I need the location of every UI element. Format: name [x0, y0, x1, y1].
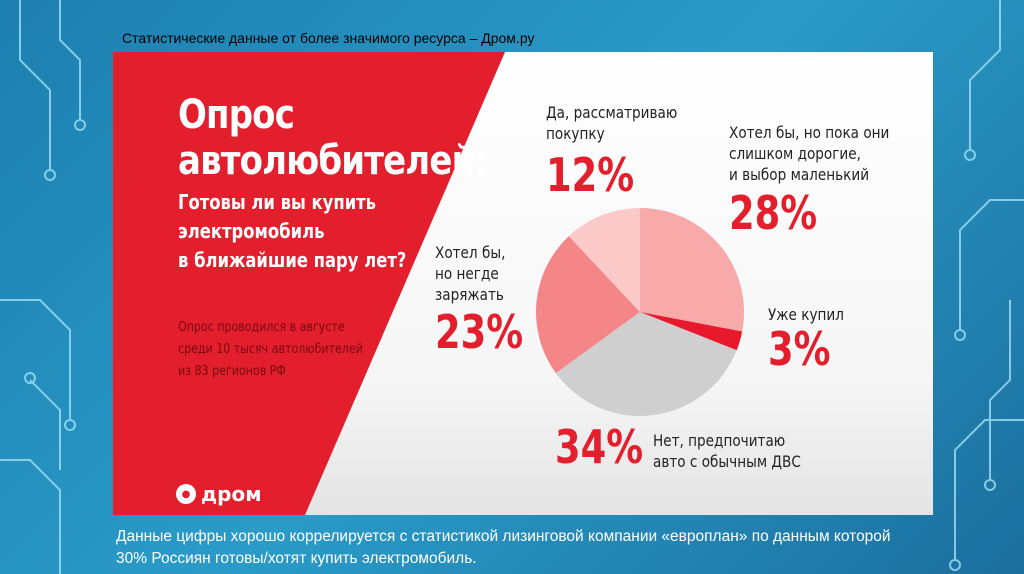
note-line: Опрос проводился в августе	[178, 320, 345, 335]
note-line: среди 10 тысяч автолюбителей	[178, 342, 363, 357]
label-line: Нет, предпочитаю	[653, 431, 786, 450]
title-line: автолюбителей:	[178, 138, 488, 184]
question-line: в ближайшие пару лет?	[178, 248, 407, 272]
survey-slide: Опрос автолюбителей: Готовы ли вы купить…	[113, 52, 933, 515]
pie-slice-3	[536, 236, 640, 374]
label-line: авто с обычным ДВС	[653, 452, 801, 471]
label-line: покупку	[546, 124, 605, 143]
footer-text: Данные цифры хорошо коррелируется с стат…	[116, 528, 891, 567]
logo-text: дром	[201, 482, 262, 506]
label-line: Да, рассматриваю	[546, 103, 678, 122]
car-logo-icon: ●	[176, 484, 196, 504]
slice-label-considering: Да, рассматриваю покупку	[546, 102, 677, 144]
slice-label-already-bought: Уже купил	[768, 304, 844, 325]
question-line: электромобиль	[178, 219, 325, 243]
survey-note: Опрос проводился в августе среди 10 тыся…	[178, 317, 363, 383]
slice-value-prefer-ice: 34%	[555, 420, 644, 474]
red-diagonal-panel	[113, 52, 505, 515]
label-line: но негде	[435, 264, 499, 283]
label-line: Уже купил	[768, 305, 844, 324]
pie-slice-0	[640, 208, 745, 332]
title-line: Опрос	[178, 92, 295, 138]
slice-label-prefer-ice: Нет, предпочитаю авто с обычным ДВС	[653, 430, 801, 472]
drom-logo: ● дром	[176, 482, 262, 506]
pie-slice-2	[555, 312, 737, 417]
slice-label-too-expensive: Хотел бы, но пока они слишком дорогие, и…	[729, 122, 889, 185]
slice-label-no-charging: Хотел бы, но негде заряжать	[435, 242, 505, 305]
slice-value-already-bought: 3%	[768, 322, 831, 376]
survey-question: Готовы ли вы купить электромобиль в ближ…	[178, 188, 406, 275]
slice-value-no-charging: 23%	[435, 305, 524, 359]
label-line: Хотел бы, но пока они	[729, 123, 890, 142]
label-line: Хотел бы,	[435, 243, 506, 262]
label-line: заряжать	[435, 285, 504, 304]
slice-value-too-expensive: 28%	[729, 186, 818, 240]
slide-header-text: Статистические данные от более значимого…	[122, 30, 535, 46]
slice-value-considering: 12%	[546, 148, 635, 202]
label-line: и выбор маленький	[729, 165, 870, 184]
question-line: Готовы ли вы купить	[178, 190, 377, 214]
pie-slice-4	[568, 208, 640, 312]
pie-chart	[536, 208, 745, 417]
label-line: слишком дорогие,	[729, 144, 861, 163]
slide-title: Опрос автолюбителей:	[178, 92, 488, 184]
note-line: из 83 регионов РФ	[178, 364, 286, 379]
pie-slice-1	[640, 312, 743, 351]
